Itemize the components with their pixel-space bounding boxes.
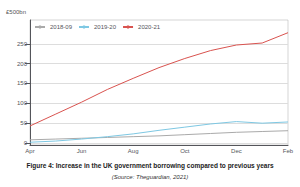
svg-text:Jun: Jun (77, 148, 87, 154)
svg-text:0: 0 (24, 140, 28, 146)
svg-text:2019-20: 2019-20 (94, 24, 117, 30)
svg-text:(Source: Theguardian, 2021): (Source: Theguardian, 2021) (112, 174, 189, 180)
svg-text:Oct: Oct (180, 148, 190, 154)
svg-text:Aug: Aug (128, 148, 139, 154)
svg-text:Dec: Dec (231, 148, 242, 154)
svg-text:Apr: Apr (25, 148, 34, 154)
svg-text:250: 250 (17, 41, 28, 47)
svg-text:150: 150 (17, 80, 28, 86)
svg-text:50: 50 (20, 120, 27, 126)
svg-text:Feb: Feb (283, 148, 294, 154)
svg-text:200: 200 (17, 61, 28, 67)
svg-text:2018-09: 2018-09 (50, 24, 73, 30)
svg-text:100: 100 (17, 100, 28, 106)
svg-text:£500bn: £500bn (6, 9, 26, 15)
svg-text:Figure 4: Increase in the UK g: Figure 4: Increase in the UK government … (26, 162, 273, 170)
svg-text:2020-21: 2020-21 (138, 24, 161, 30)
